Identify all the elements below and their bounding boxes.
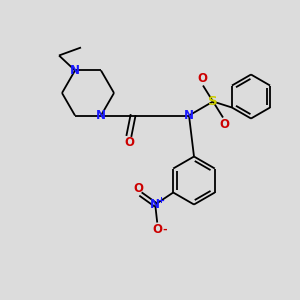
Text: N: N <box>150 198 160 211</box>
Text: -: - <box>162 224 166 235</box>
Text: O: O <box>197 72 207 85</box>
Text: O: O <box>152 223 162 236</box>
Text: N: N <box>184 109 194 122</box>
Text: O: O <box>219 118 229 131</box>
Text: O: O <box>124 136 134 149</box>
Text: O: O <box>133 182 143 195</box>
Text: N: N <box>70 64 80 77</box>
Text: +: + <box>157 196 164 205</box>
Text: N: N <box>96 109 106 122</box>
Text: S: S <box>208 95 218 108</box>
